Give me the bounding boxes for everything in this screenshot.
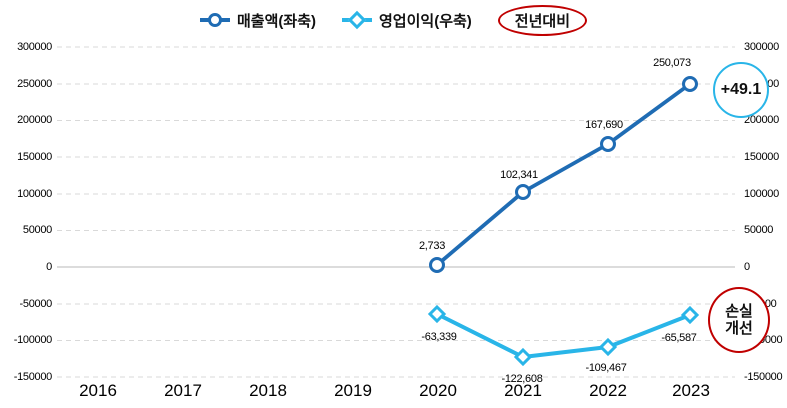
profit-line-diamond-icon: [342, 10, 372, 30]
xtick-2022: 2022: [589, 381, 627, 400]
xtick-2019: 2019: [334, 381, 372, 400]
right-ytick: 300000: [744, 41, 779, 53]
xtick-2023: 2023: [672, 381, 710, 400]
right-ytick: -150000: [744, 371, 783, 383]
left-ytick: -50000: [19, 298, 53, 310]
right-ytick: 0: [744, 261, 750, 273]
left-ytick: -150000: [13, 371, 53, 383]
data-label-profit-2023: -65,587: [661, 332, 697, 344]
right-ytick: 50000: [744, 224, 774, 236]
revenue-line-circle-icon: [200, 13, 230, 27]
left-ytick: 250000: [17, 78, 52, 90]
left-ytick: 200000: [17, 114, 52, 126]
left-ytick: 150000: [17, 151, 52, 163]
left-ytick: 50000: [22, 224, 52, 236]
annotation-yoy-ellipse: 전년대비: [497, 4, 587, 36]
legend-label-profit: 영업이익(우축): [379, 12, 472, 30]
left-ytick: 100000: [17, 188, 52, 200]
data-label-profit-2021: -122,608: [501, 373, 543, 385]
xtick-2017: 2017: [164, 381, 202, 400]
legend-item-profit: 영업이익(우축): [342, 10, 472, 31]
annotation-yoy-label: 전년대비: [514, 12, 570, 30]
left-ytick: 300000: [17, 41, 52, 53]
legend-item-revenue: 매출액(좌축): [200, 10, 316, 31]
data-label-profit-2022: -109,467: [585, 362, 627, 374]
series-revenue-line: [429, 76, 698, 273]
legend-label-revenue: 매출액(좌축): [237, 12, 316, 30]
data-label-revenue-2020: 2,733: [418, 240, 446, 252]
xtick-2016: 2016: [79, 381, 117, 400]
series-revenue-markers: [429, 76, 698, 273]
data-label-revenue-2022: 167,690: [585, 119, 623, 131]
series-profit-markers: [427, 304, 700, 367]
xtick-2018: 2018: [249, 381, 287, 400]
xtick-2021: 2021: [504, 381, 542, 400]
data-label-revenue-2023: 250,073: [653, 57, 691, 69]
annotation-yoy-growth-circle: +49.1: [713, 62, 769, 118]
right-ytick: 200000: [744, 114, 779, 126]
data-label-revenue-2021: 102,341: [500, 169, 538, 181]
annotation-loss-improvement-ellipse: 손실 개선: [708, 287, 770, 353]
series-profit-line: [427, 304, 700, 367]
gridlines: [57, 46, 735, 378]
left-ytick: -100000: [13, 334, 53, 346]
left-ytick: 0: [46, 261, 52, 273]
data-label-profit-2020: -63,339: [421, 331, 457, 343]
right-ytick: 150000: [744, 151, 779, 163]
legend: 매출액(좌축) 영업이익(우축) 전년대비: [0, 4, 787, 36]
right-ytick: 100000: [744, 188, 779, 200]
xtick-2020: 2020: [419, 381, 457, 400]
